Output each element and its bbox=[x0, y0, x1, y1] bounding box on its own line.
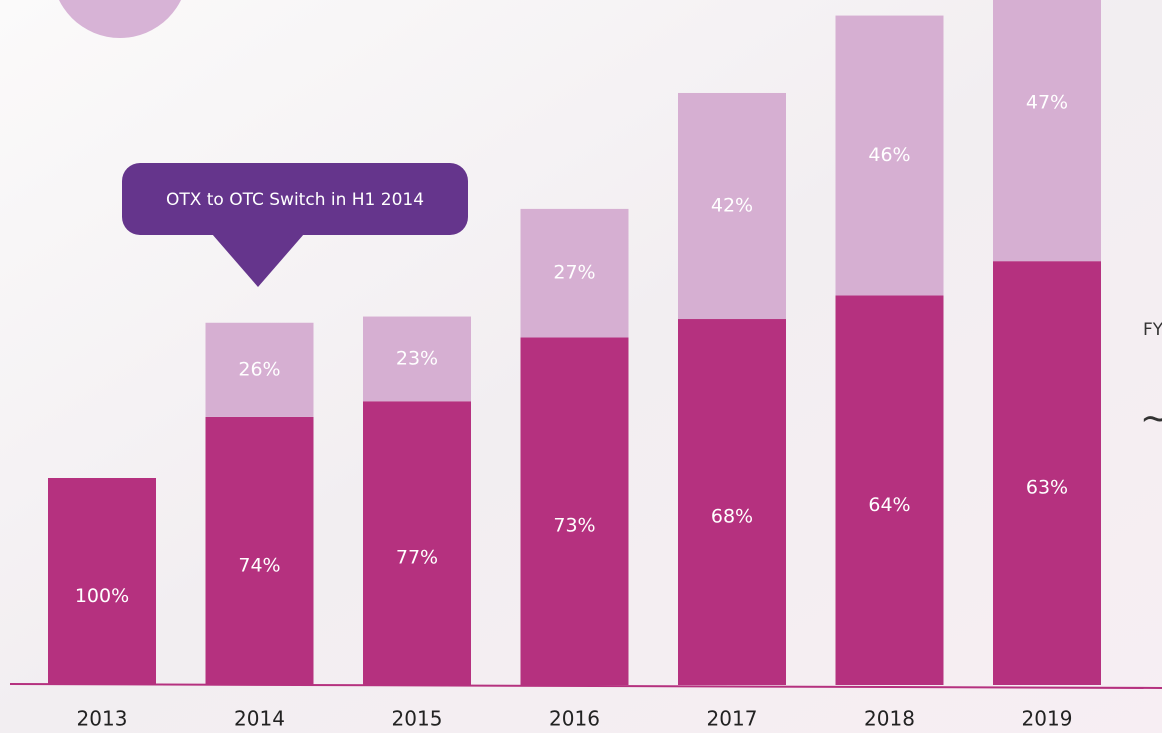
x-tick-label: 2017 bbox=[707, 707, 758, 731]
baseline bbox=[9, 683, 1162, 689]
value-label: 100% bbox=[75, 585, 129, 607]
x-tick-label: 2019 bbox=[1022, 707, 1073, 731]
bar-segment bbox=[363, 316, 471, 402]
bar-segment bbox=[205, 322, 314, 417]
callout-box bbox=[122, 163, 468, 235]
value-label: 74% bbox=[238, 554, 280, 576]
callout-pointer bbox=[212, 234, 304, 287]
decor-tilde: ~ bbox=[1140, 398, 1162, 439]
x-tick-label: 2013 bbox=[77, 707, 128, 731]
x-tick-label: 2018 bbox=[864, 707, 915, 731]
bar-segment bbox=[48, 478, 156, 685]
annotation: OTX to OTC Switch in H1 2014 bbox=[166, 190, 424, 210]
bar-segment bbox=[678, 319, 786, 685]
bar-segment bbox=[678, 92, 786, 320]
value-label: 46% bbox=[868, 144, 910, 166]
value-label: 77% bbox=[396, 547, 438, 569]
bar-segment bbox=[993, 261, 1101, 685]
side-label: FY bbox=[1143, 320, 1162, 340]
value-label: 68% bbox=[711, 506, 753, 528]
x-tick-label: 2014 bbox=[234, 707, 285, 731]
bar-segment bbox=[835, 295, 944, 685]
x-tick-label: 2016 bbox=[549, 707, 600, 731]
bar-segment bbox=[520, 337, 629, 685]
decor-circle bbox=[58, 0, 182, 38]
bar-segment bbox=[205, 416, 314, 685]
bar-segment bbox=[993, 0, 1101, 262]
value-label: 47% bbox=[1026, 92, 1068, 114]
x-tick-label: 2015 bbox=[392, 707, 443, 731]
bar-segment bbox=[835, 15, 944, 296]
bar-segment bbox=[520, 208, 629, 338]
value-label: 64% bbox=[868, 494, 910, 516]
callout: OTX to OTC Switch in H1 2014 bbox=[122, 163, 468, 287]
value-label: 63% bbox=[1026, 477, 1068, 499]
value-label: 27% bbox=[553, 262, 595, 284]
bar-segment bbox=[363, 401, 471, 685]
value-label: 26% bbox=[238, 358, 280, 380]
value-label: 42% bbox=[711, 195, 753, 217]
value-label: 73% bbox=[553, 515, 595, 537]
value-label: 23% bbox=[396, 347, 438, 369]
